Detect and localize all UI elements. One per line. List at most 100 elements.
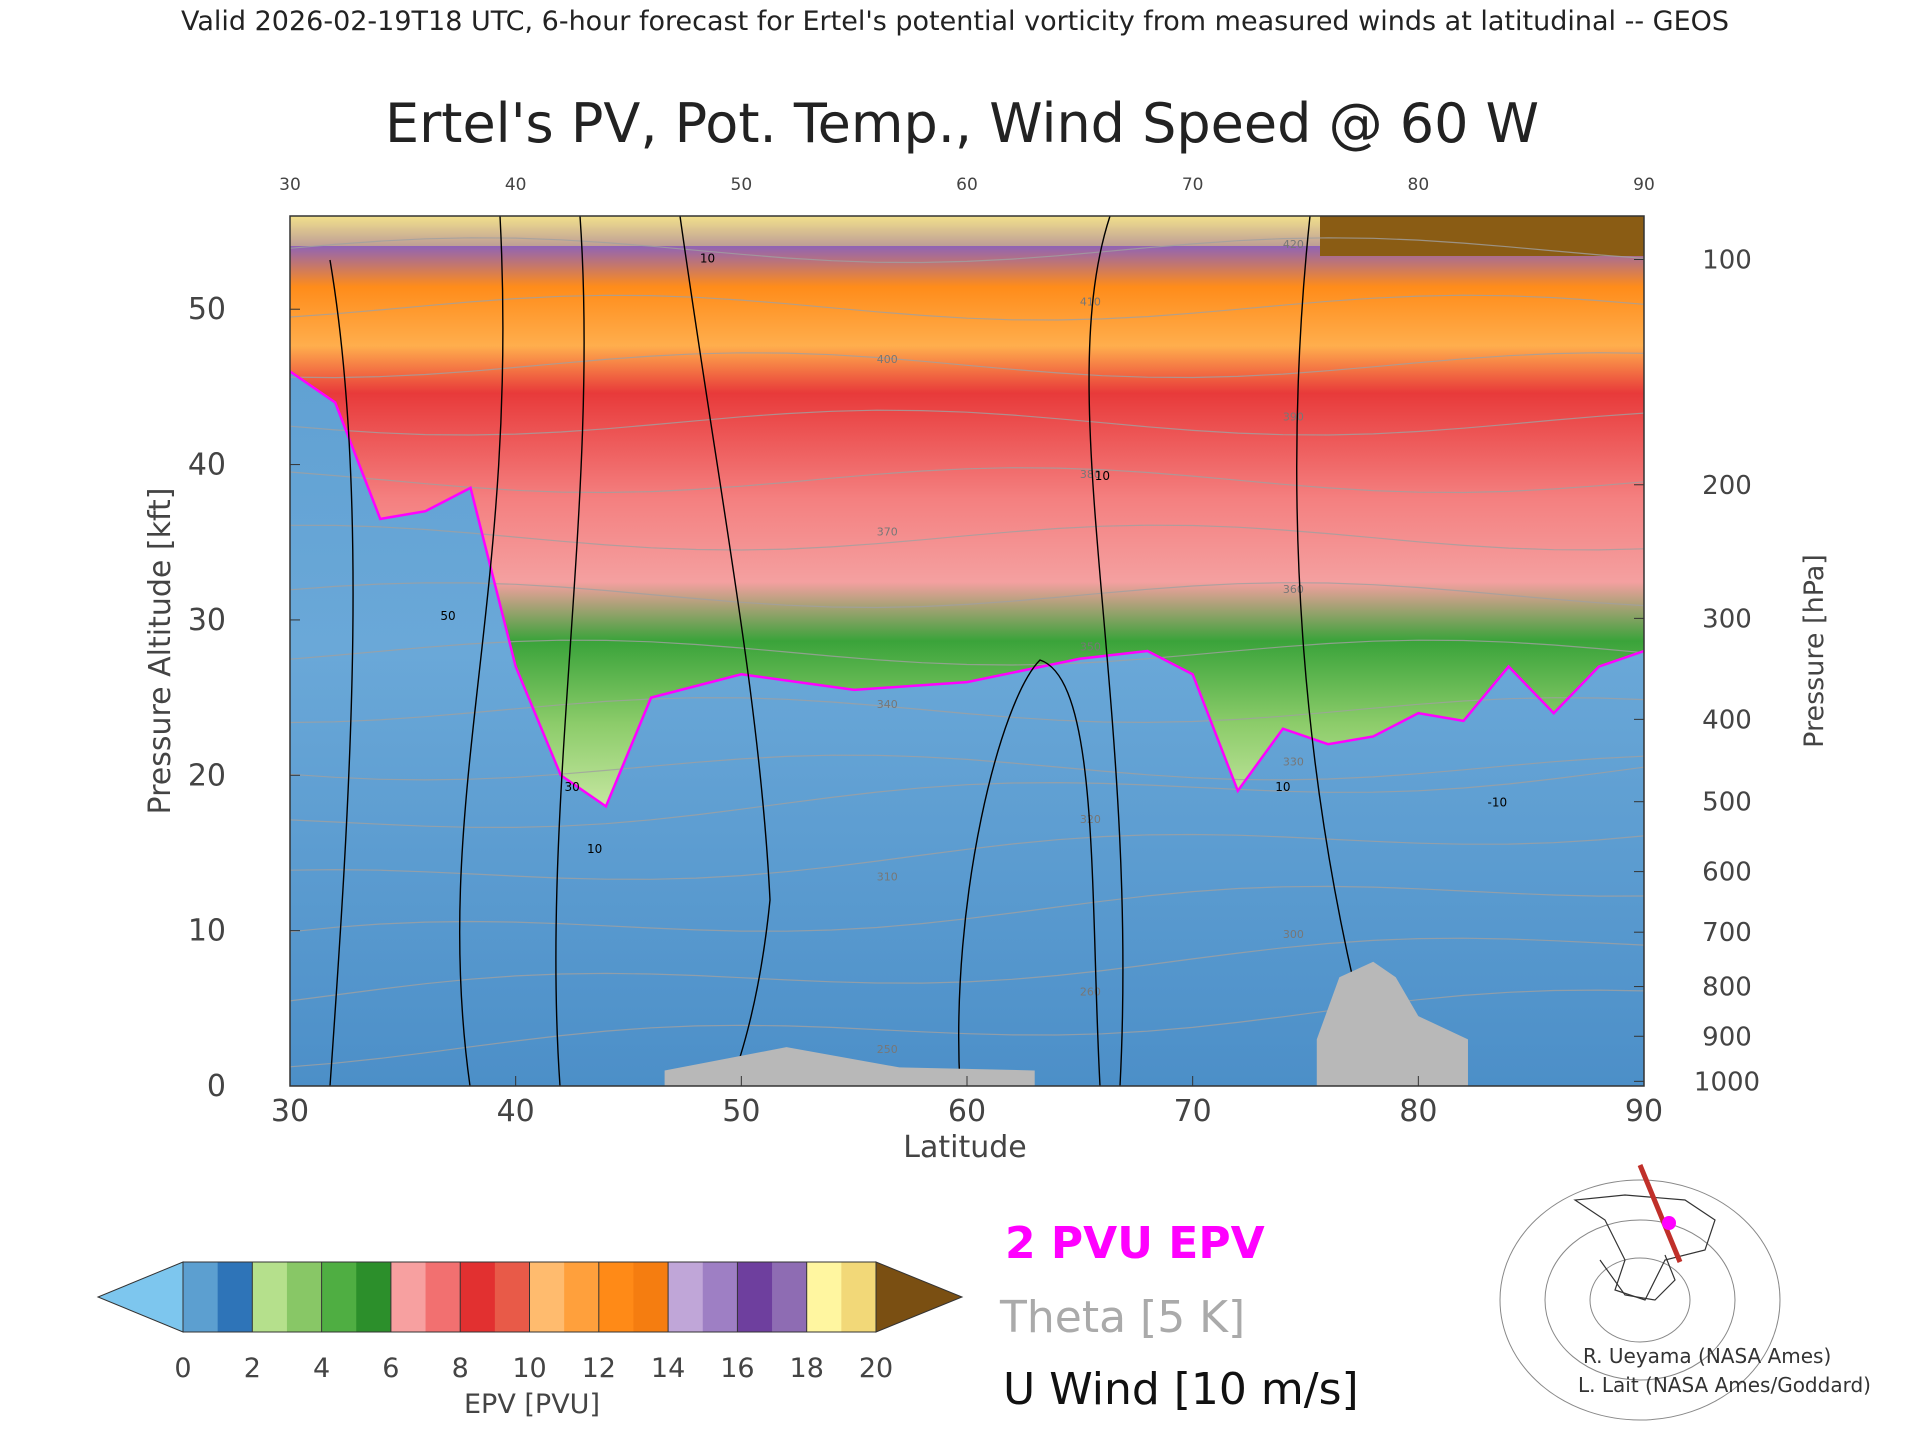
pressure-tick-label: 200: [1702, 471, 1752, 501]
latitude-circle: [1589, 1257, 1691, 1343]
colorbar: 0 2 4 6 8 10 12 14 16 18 20: [96, 1261, 964, 1384]
pressure-tick-label: 1000: [1694, 1067, 1760, 1097]
theta-label: 380: [1080, 468, 1101, 481]
x-tick-label: 50: [722, 1094, 760, 1129]
x-top-tick-label: 30: [279, 175, 301, 195]
wind-contour: [1088, 216, 1124, 1086]
wind-contour: [1296, 216, 1381, 1086]
wind-contour-label: 10: [700, 252, 715, 266]
stratosphere-field: [290, 216, 1644, 807]
forecast-caption: Valid 2026-02-19T18 UTC, 6-hour forecast…: [181, 6, 1729, 37]
theta-contour: [290, 697, 1644, 724]
theta-label: 320: [1080, 813, 1101, 826]
theta-label: 410: [1080, 296, 1101, 309]
colorbar-swatch: [321, 1262, 357, 1332]
colorbar-swatch: [494, 1262, 530, 1332]
locator-map-frame: [1540, 1152, 1740, 1304]
colorbar-swatch: [286, 1262, 323, 1332]
x-tick-label: 60: [948, 1094, 986, 1129]
wind-contour: [679, 216, 771, 1086]
wind-contour-label: 50: [440, 609, 455, 623]
theta-contours: 250 260 300 310 320 330 340 350 360 370 380 390 400 4…: [290, 237, 1644, 1068]
colorbar-swatch: [737, 1262, 773, 1332]
pressure-tick-label: 300: [1702, 604, 1752, 634]
colorbar-swatch: [668, 1262, 704, 1332]
legend-theta: Theta [5 K]: [999, 1292, 1245, 1343]
chart-title: Ertel's PV, Pot. Temp., Wind Speed @ 60 …: [385, 92, 1539, 155]
pressure-tick-label: 400: [1702, 705, 1752, 735]
colorbar-swatch: [183, 1262, 219, 1332]
theta-contour: [290, 639, 1644, 666]
wind-contour: [958, 659, 1101, 1086]
colorbar-tick-label: 8: [452, 1353, 469, 1384]
colorbar-swatch: [390, 1262, 427, 1332]
colorbar-swatch: [460, 1262, 496, 1332]
colorbar-tick-label: 10: [512, 1353, 546, 1384]
colorbar-under-arrow: [96, 1261, 184, 1333]
theta-label: 350: [1080, 641, 1101, 654]
theta-label: 360: [1283, 583, 1304, 596]
wind-contour-label: 30: [564, 780, 579, 794]
y-tick-label: 0: [207, 1069, 226, 1104]
x-tick-label: 80: [1399, 1094, 1437, 1129]
pressure-axis-label: Pressure [hPa]: [1799, 554, 1830, 748]
colorbar-tick-label: 16: [720, 1353, 754, 1384]
theta-label: 260: [1080, 985, 1101, 998]
theta-contour: [290, 409, 1644, 436]
colorbar-swatch: [598, 1262, 634, 1332]
y-tick-label: 40: [188, 448, 226, 483]
colorbar-tick-label: 14: [651, 1353, 685, 1384]
wind-contour-label: 10: [1095, 469, 1110, 483]
colorbar-tick-label: 4: [313, 1353, 330, 1384]
y-axis-label: Pressure Altitude [kft]: [143, 488, 178, 815]
colorbar-swatch: [425, 1262, 461, 1332]
wind-contour-label: -10: [1488, 795, 1508, 809]
theta-label: 310: [877, 870, 898, 883]
colorbar-tick-label: 2: [244, 1353, 261, 1384]
theta-contour: [290, 467, 1644, 494]
colorbar-tick-label: 12: [582, 1353, 616, 1384]
theta-label: 250: [877, 1043, 898, 1056]
theta-contour: [290, 237, 1644, 264]
wind-contour-label: 10: [587, 842, 602, 856]
legend: 2 PVU EPV Theta [5 K] U Wind [10 m/s]: [999, 1218, 1359, 1415]
x-tick-label: 40: [497, 1094, 535, 1129]
section-line: [1637, 1164, 1683, 1263]
theta-label: 330: [1283, 756, 1304, 769]
u-wind-contours: 50 30 10 10 10 10 -10: [329, 216, 1508, 1086]
colorbar-tick-label: 0: [174, 1353, 191, 1384]
plot-area: 250 260 300 310 320 330 340 350 360 370 380 390 400 4…: [290, 216, 1644, 1086]
theta-contour: [290, 989, 1644, 1068]
x-top-tick-label: 90: [1633, 175, 1655, 195]
legend-u-wind: U Wind [10 m/s]: [1003, 1364, 1359, 1415]
x-top-tick-label: 60: [956, 175, 978, 195]
theta-label: 300: [1283, 928, 1304, 941]
wind-contour: [555, 216, 585, 1086]
credit-line-2: L. Lait (NASA Ames/Goddard): [1578, 1373, 1871, 1397]
legend-tropopause: 2 PVU EPV: [1005, 1218, 1265, 1269]
theta-contour: [290, 885, 1644, 933]
x-top-tick-label: 70: [1182, 175, 1204, 195]
wind-contour: [329, 259, 354, 1086]
theta-contour: [290, 937, 1644, 1002]
colorbar-swatch: [356, 1262, 392, 1332]
colorbar-swatch: [841, 1262, 877, 1332]
pressure-tick-label: 100: [1702, 246, 1752, 276]
pressure-tick-label: 700: [1702, 918, 1752, 948]
latitude-circle: [1499, 1179, 1781, 1421]
colorbar-tick-label: 18: [790, 1353, 824, 1384]
theta-label: 390: [1283, 411, 1304, 424]
colorbar-label: EPV [PVU]: [464, 1389, 600, 1420]
theta-contour: [290, 766, 1644, 829]
theta-contour: [290, 754, 1644, 781]
theta-contour: [290, 294, 1644, 321]
colorbar-swatch: [633, 1262, 669, 1332]
colorbar-tick-label: 6: [382, 1353, 399, 1384]
y-tick-label: 30: [188, 603, 226, 638]
polar-high-epv-region: [1320, 216, 1644, 256]
colorbar-swatch: [772, 1262, 808, 1332]
y-tick-label: 20: [188, 758, 226, 793]
colorbar-swatch: [564, 1262, 600, 1332]
pressure-tick-label: 900: [1702, 1022, 1752, 1052]
